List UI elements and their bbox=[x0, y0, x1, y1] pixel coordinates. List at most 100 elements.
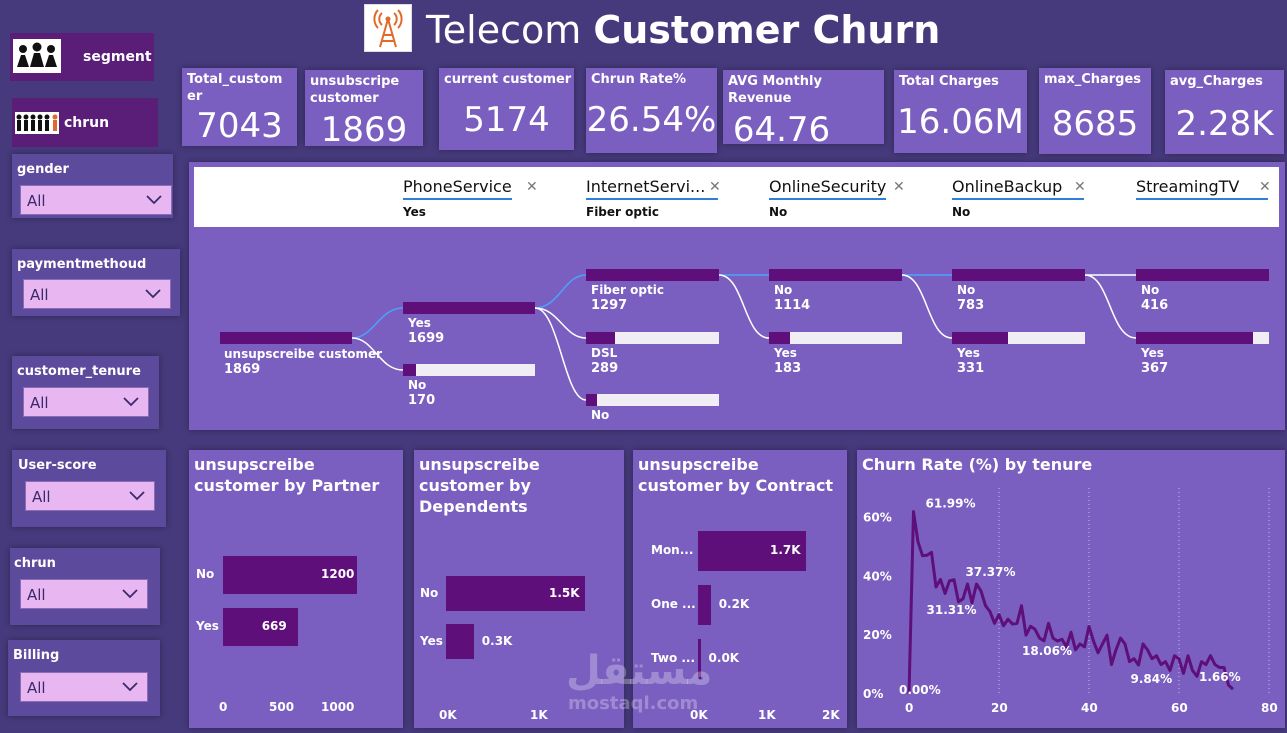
tree-node-security-no[interactable] bbox=[769, 269, 902, 281]
close-icon[interactable]: ✕ bbox=[709, 179, 721, 195]
y-tick-label: 60% bbox=[863, 510, 892, 524]
bar[interactable] bbox=[446, 576, 585, 611]
level-title-phoneservice[interactable]: PhoneService bbox=[403, 177, 512, 200]
close-icon[interactable]: ✕ bbox=[526, 179, 538, 195]
category-label: Two ... bbox=[651, 651, 696, 665]
level-title-internetservice[interactable]: InternetServi... bbox=[586, 177, 718, 200]
bar[interactable] bbox=[698, 531, 806, 571]
billing-dropdown[interactable]: All bbox=[20, 672, 148, 702]
kpi-max-charges: max_Charges 8685 bbox=[1039, 68, 1151, 154]
tree-node-internet-dsl[interactable] bbox=[586, 332, 719, 344]
data-label: 61.99% bbox=[926, 497, 976, 511]
nav-segment-button[interactable]: segment bbox=[10, 33, 154, 81]
gender-slicer: gender All bbox=[12, 154, 173, 218]
kpi-unsubscripe-customer: unsubscripe customer 1869 bbox=[305, 70, 423, 146]
tree-node-internet-no[interactable] bbox=[586, 394, 719, 406]
tree-node-phoneservice-no[interactable] bbox=[403, 364, 535, 376]
data-label: 0.00% bbox=[899, 683, 941, 697]
kpi-total-charges: Total Charges 16.06M bbox=[894, 70, 1027, 153]
partner-chart-panel: unsupscreibe customer by Partner No 1200 Y… bbox=[189, 450, 403, 728]
level-title-streamingtv[interactable]: StreamingTV bbox=[1136, 177, 1268, 200]
page-title: Telecom Customer Churn bbox=[426, 8, 941, 52]
axis-tick: 1K bbox=[758, 708, 776, 722]
data-label: 31.31% bbox=[927, 603, 977, 617]
x-tick-label: 60 bbox=[1171, 701, 1188, 715]
kpi-avg-charges: avg_Charges 2.28K bbox=[1165, 70, 1284, 154]
y-tick-label: 0% bbox=[863, 687, 883, 701]
axis-tick: 0K bbox=[439, 708, 457, 722]
chevron-down-icon bbox=[122, 589, 138, 599]
category-label: Yes bbox=[420, 633, 443, 648]
category-label: No bbox=[196, 567, 215, 581]
close-icon[interactable]: ✕ bbox=[893, 179, 905, 195]
axis-tick: 0 bbox=[219, 700, 228, 714]
axis-tick: 1K bbox=[530, 708, 548, 722]
user-score-slicer: User-score All bbox=[12, 450, 166, 527]
data-label: 0.0K bbox=[708, 651, 740, 665]
level-title-onlinebackup[interactable]: OnlineBackup bbox=[952, 177, 1084, 200]
y-tick-label: 20% bbox=[863, 628, 892, 642]
axis-tick: 1000 bbox=[321, 700, 355, 714]
data-label: 0.2K bbox=[718, 597, 750, 611]
tree-node-streaming-yes[interactable] bbox=[1136, 332, 1269, 344]
data-label: 0.3K bbox=[481, 633, 513, 648]
close-icon[interactable]: ✕ bbox=[1259, 179, 1271, 195]
tree-connectors bbox=[351, 274, 1137, 401]
billing-slicer: Billing All bbox=[8, 640, 160, 716]
bar[interactable] bbox=[698, 639, 701, 679]
bar[interactable] bbox=[446, 624, 474, 659]
tenure-chart-panel: Churn Rate (%) by tenure 60% 40% 20% 0% 0 20 4… bbox=[857, 450, 1285, 728]
data-label: 1200 bbox=[321, 567, 355, 581]
contract-chart-panel: unsupscreibe customer by Contract Mon...… bbox=[633, 450, 847, 728]
people-group-icon bbox=[13, 39, 61, 73]
tree-node-streaming-no[interactable] bbox=[1136, 269, 1269, 281]
data-label: 37.37% bbox=[966, 565, 1016, 579]
level-title-onlinesecurity[interactable]: OnlineSecurity bbox=[769, 177, 887, 200]
churn-rate-line[interactable] bbox=[907, 510, 1234, 695]
x-tick-label: 20 bbox=[991, 701, 1008, 715]
tree-node-root[interactable] bbox=[220, 332, 352, 344]
data-label: 1.66% bbox=[1199, 670, 1241, 684]
decomposition-tree: PhoneService ✕ Yes InternetServi... ✕ Fi… bbox=[189, 162, 1285, 430]
tree-node-backup-no[interactable] bbox=[952, 269, 1085, 281]
watermark-logo: مستقل bbox=[566, 648, 713, 694]
nav-chrun-button[interactable]: chrun bbox=[12, 98, 158, 147]
kpi-chrun-rate: Chrun Rate% 26.54% bbox=[586, 68, 717, 153]
category-label: Mon... bbox=[651, 543, 694, 557]
category-label: One ... bbox=[651, 597, 696, 611]
chevron-down-icon bbox=[122, 682, 138, 692]
gender-dropdown[interactable]: All bbox=[20, 185, 172, 215]
tree-node-internet-fiber[interactable] bbox=[586, 269, 719, 281]
tree-node-security-yes[interactable] bbox=[769, 332, 902, 344]
kpi-current-customer: current customer 5174 bbox=[439, 68, 574, 150]
page-header: Telecom Customer Churn bbox=[364, 4, 940, 56]
data-label: 18.06% bbox=[1022, 644, 1072, 658]
cell-tower-icon bbox=[364, 4, 412, 52]
chevron-down-icon bbox=[123, 397, 139, 407]
bar[interactable] bbox=[223, 556, 357, 594]
chrun-dropdown[interactable]: All bbox=[20, 579, 148, 609]
axis-tick: 500 bbox=[269, 700, 295, 714]
chevron-down-icon bbox=[129, 491, 145, 501]
bar[interactable] bbox=[698, 585, 711, 625]
dependents-chart-panel: unsupscreibe customer by Dependents No 1.… bbox=[414, 450, 624, 728]
axis-tick: 2K bbox=[822, 708, 840, 722]
people-row-icon bbox=[15, 112, 59, 134]
tree-node-phoneservice-yes[interactable] bbox=[403, 302, 535, 314]
bar[interactable] bbox=[223, 608, 298, 646]
category-label: No bbox=[420, 585, 439, 600]
data-label: 1.7K bbox=[770, 543, 801, 557]
chrun-slicer: chrun All bbox=[10, 548, 160, 625]
paymentmethoud-dropdown[interactable]: All bbox=[23, 279, 171, 309]
chevron-down-icon bbox=[145, 289, 161, 299]
tree-node-backup-yes[interactable] bbox=[952, 332, 1085, 344]
axis-tick: 0K bbox=[690, 708, 708, 722]
paymentmethoud-slicer: paymentmethoud All bbox=[12, 249, 180, 316]
kpi-total-customer: Total_custom er 7043 bbox=[182, 68, 297, 146]
user-score-dropdown[interactable]: All bbox=[25, 481, 155, 511]
category-label: Yes bbox=[196, 619, 219, 633]
close-icon[interactable]: ✕ bbox=[1074, 179, 1086, 195]
customer-tenure-dropdown[interactable]: All bbox=[23, 387, 149, 417]
watermark-text: mostaql.com bbox=[568, 693, 699, 714]
chevron-down-icon bbox=[146, 195, 162, 205]
